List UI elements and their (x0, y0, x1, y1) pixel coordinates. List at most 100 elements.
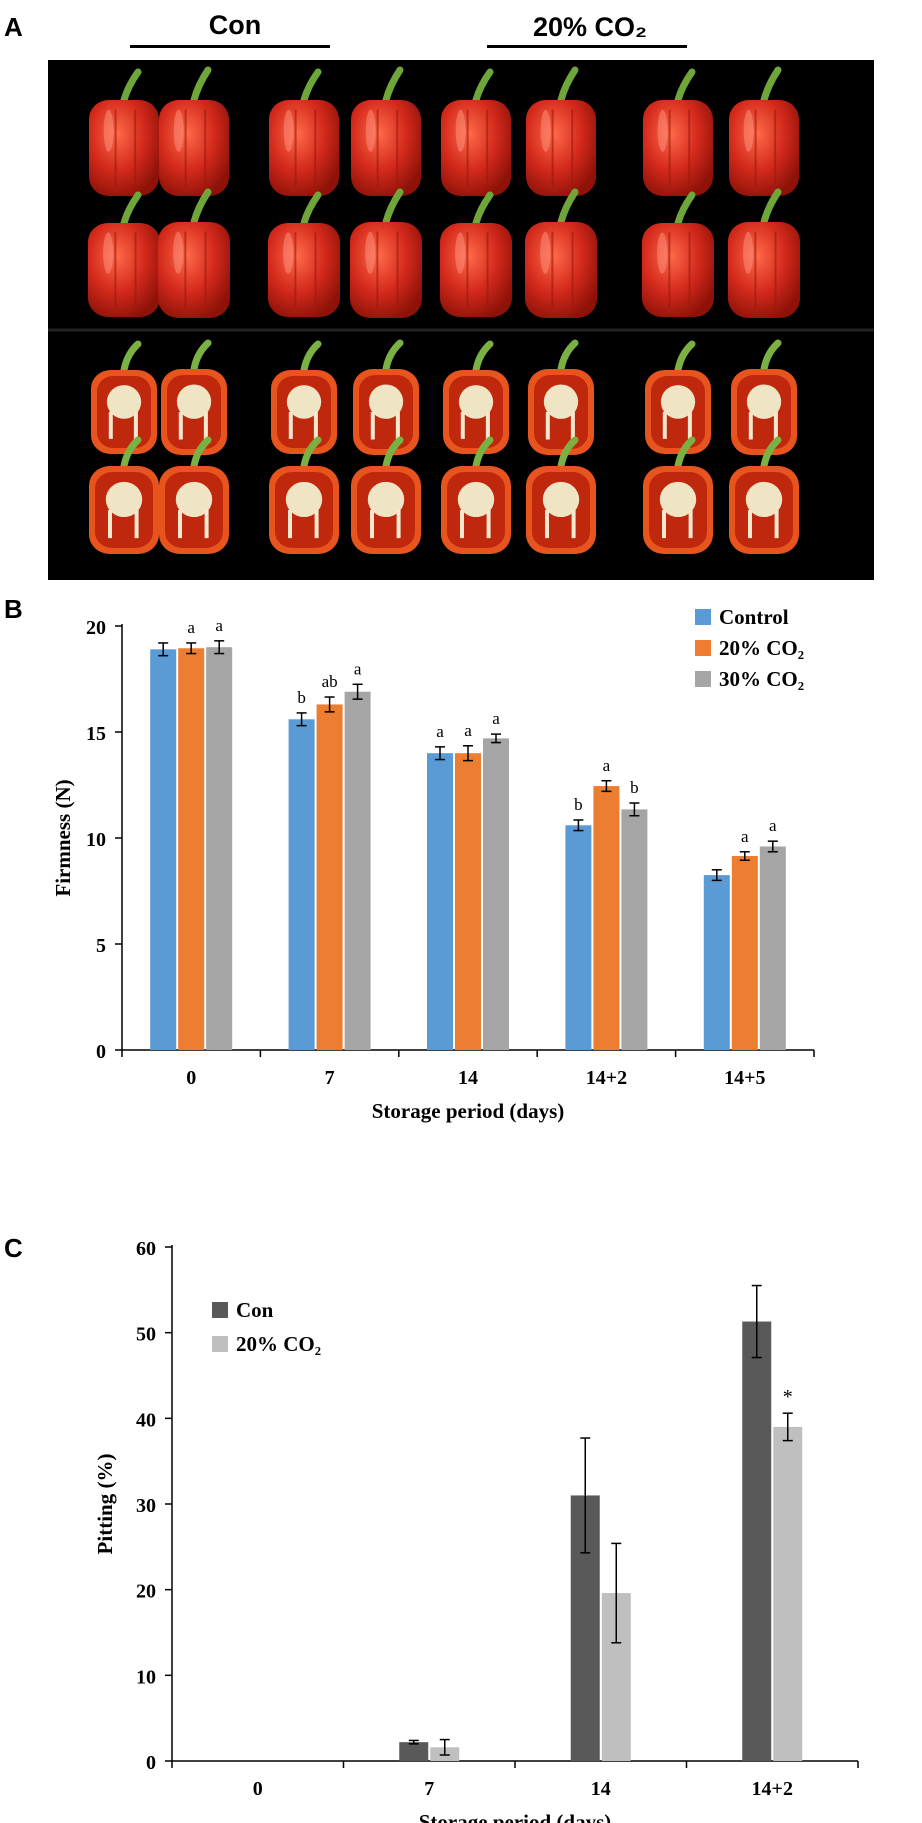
x-tick-label: 7 (325, 1067, 335, 1089)
y-tick-label: 40 (136, 1409, 156, 1431)
whole-pepper (350, 188, 422, 318)
pepper-lobes (551, 109, 574, 187)
cut-pepper (731, 339, 797, 455)
y-tick-label: 10 (136, 1666, 156, 1688)
x-tick-label: 14+5 (724, 1067, 765, 1089)
legend-label: 30% CO₂ (719, 667, 804, 691)
pepper-highlight (657, 232, 668, 274)
pepper-stem (120, 340, 142, 374)
pepper-body (159, 100, 229, 196)
pepper-lobes (376, 109, 399, 187)
pepper-body (729, 100, 799, 196)
cut-pepper (91, 340, 157, 454)
bar (565, 825, 592, 1050)
bar (316, 704, 343, 1050)
pepper-stem (760, 339, 782, 373)
pepper-lobes (184, 231, 207, 309)
x-tick-label: 7 (424, 1778, 434, 1800)
pitting-chart: 0 10 20 30 40 50 60 0 7 14 14+2 * Storage period (da… (93, 1238, 859, 1823)
pepper-highlight (657, 109, 668, 152)
pepper-highlight (283, 109, 294, 152)
cut-pepper (443, 340, 509, 454)
pepper-seeds (746, 384, 782, 419)
cut-pepper (269, 436, 339, 554)
pepper-stem (300, 68, 322, 104)
whole-pepper (729, 66, 799, 196)
whole-pepper (351, 66, 421, 196)
pepper-stem (760, 188, 782, 226)
pepper-highlight (540, 109, 551, 152)
cut-pepper (351, 436, 421, 554)
pepper-seeds (368, 384, 404, 419)
pepper-ribs (178, 510, 209, 539)
pepper-highlight (103, 232, 114, 274)
bar (455, 753, 481, 1050)
pepper-body (441, 100, 511, 196)
pepper-highlight (743, 109, 754, 152)
pepper-body (350, 222, 422, 318)
x-tick-label: 0 (253, 1778, 263, 1800)
cut-pepper (526, 436, 596, 554)
x-tick-label: 14+2 (752, 1778, 793, 1800)
pepper-body (525, 222, 597, 318)
significance-label: b (297, 688, 306, 707)
group-label-co2: 20% CO₂ (532, 12, 648, 42)
significance-label: a (215, 616, 223, 635)
significance-label: a (464, 721, 472, 740)
bar (206, 647, 233, 1050)
pepper-lobes (754, 231, 777, 309)
significance-label: * (783, 1386, 793, 1408)
y-axis-title: Firmness (N) (51, 779, 75, 896)
y-tick-label: 0 (146, 1752, 156, 1774)
legend-swatch (695, 609, 711, 625)
pepper-ribs (178, 412, 208, 440)
pepper-seeds (367, 481, 405, 518)
whole-pepper (728, 188, 800, 318)
pepper-stem (674, 191, 696, 227)
pepper-highlight (173, 231, 184, 274)
pepper-lobes (551, 231, 574, 309)
y-tick-label: 20 (86, 617, 106, 639)
pepper-ribs (288, 510, 319, 539)
pepper-lobes (466, 109, 489, 187)
pepper-ribs (545, 412, 575, 440)
x-axis-title: Storage period (days) (372, 1099, 565, 1123)
cut-pepper (89, 436, 159, 554)
pepper-stem (120, 191, 142, 227)
x-tick-label: 14 (591, 1778, 611, 1800)
pepper-stem (190, 66, 212, 104)
pepper-seeds (175, 481, 213, 518)
pepper-stem (382, 188, 404, 226)
pepper-stem (472, 436, 494, 470)
x-tick-label: 0 (186, 1067, 196, 1089)
y-tick-label: 60 (136, 1238, 156, 1260)
pepper-highlight (455, 109, 466, 152)
legend-label: 20% CO₂ (236, 1332, 321, 1356)
pepper-seeds (745, 481, 783, 518)
significance-label: ab (322, 672, 338, 691)
pepper-ribs (748, 510, 779, 539)
whole-pepper (525, 188, 597, 318)
pepper-seeds (105, 481, 143, 518)
pepper-seeds (659, 481, 697, 518)
pepper-ribs (460, 412, 490, 439)
pepper-lobes (754, 109, 777, 187)
cut-pepper (159, 436, 229, 554)
significance-label: a (354, 659, 362, 678)
legend-swatch (212, 1302, 228, 1318)
cut-pepper (645, 340, 711, 454)
bar (399, 1742, 429, 1761)
significance-label: b (574, 795, 583, 814)
y-tick-label: 30 (136, 1495, 156, 1517)
pepper-stem (557, 188, 579, 226)
pepper-stem (557, 66, 579, 104)
pepper-stem (760, 436, 782, 470)
significance-label: a (187, 618, 195, 637)
pepper-stem (557, 339, 579, 373)
pepper-seeds (542, 481, 580, 518)
legend-label: Control (719, 605, 789, 629)
bar (742, 1321, 772, 1761)
pepper-stem (300, 340, 322, 374)
pepper-photo (48, 66, 874, 554)
